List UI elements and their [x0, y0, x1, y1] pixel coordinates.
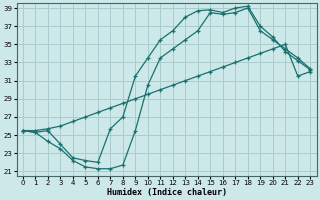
X-axis label: Humidex (Indice chaleur): Humidex (Indice chaleur) [107, 188, 227, 197]
